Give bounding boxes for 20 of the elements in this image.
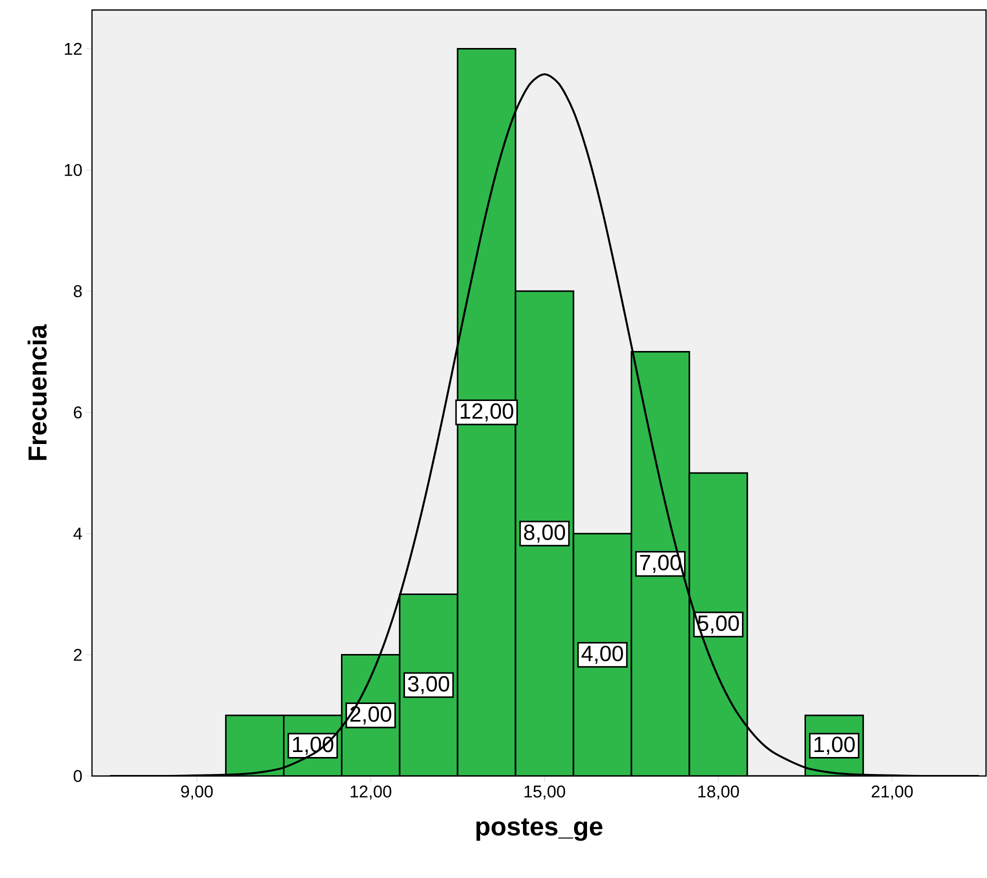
- x-tick-label: 9,00: [181, 786, 213, 800]
- y-tick-label: 4: [73, 528, 82, 540]
- y-tick-label: 6: [74, 406, 82, 418]
- x-tick-label: 21,00: [872, 786, 913, 800]
- x-axis-title: postes_ge: [476, 818, 602, 841]
- x-tick-label: 18,00: [698, 786, 739, 800]
- y-tick-label: 12: [64, 42, 82, 55]
- data-label: 12,00: [460, 403, 514, 422]
- data-label: 2,00: [350, 706, 392, 724]
- x-tick-label: 12,00: [350, 786, 392, 800]
- data-label: 3,00: [408, 676, 450, 694]
- data-label: 8,00: [524, 524, 566, 543]
- y-tick-label: 10: [64, 164, 82, 176]
- data-label: 4,00: [582, 646, 623, 664]
- y-tick-label: 2: [74, 648, 82, 661]
- data-label: 1,00: [814, 736, 855, 755]
- y-axis-title: Frecuencia: [28, 324, 47, 460]
- y-tick-label: 8: [74, 285, 82, 298]
- y-tick-label: 0: [74, 770, 82, 782]
- x-tick-label: 15,00: [524, 786, 566, 800]
